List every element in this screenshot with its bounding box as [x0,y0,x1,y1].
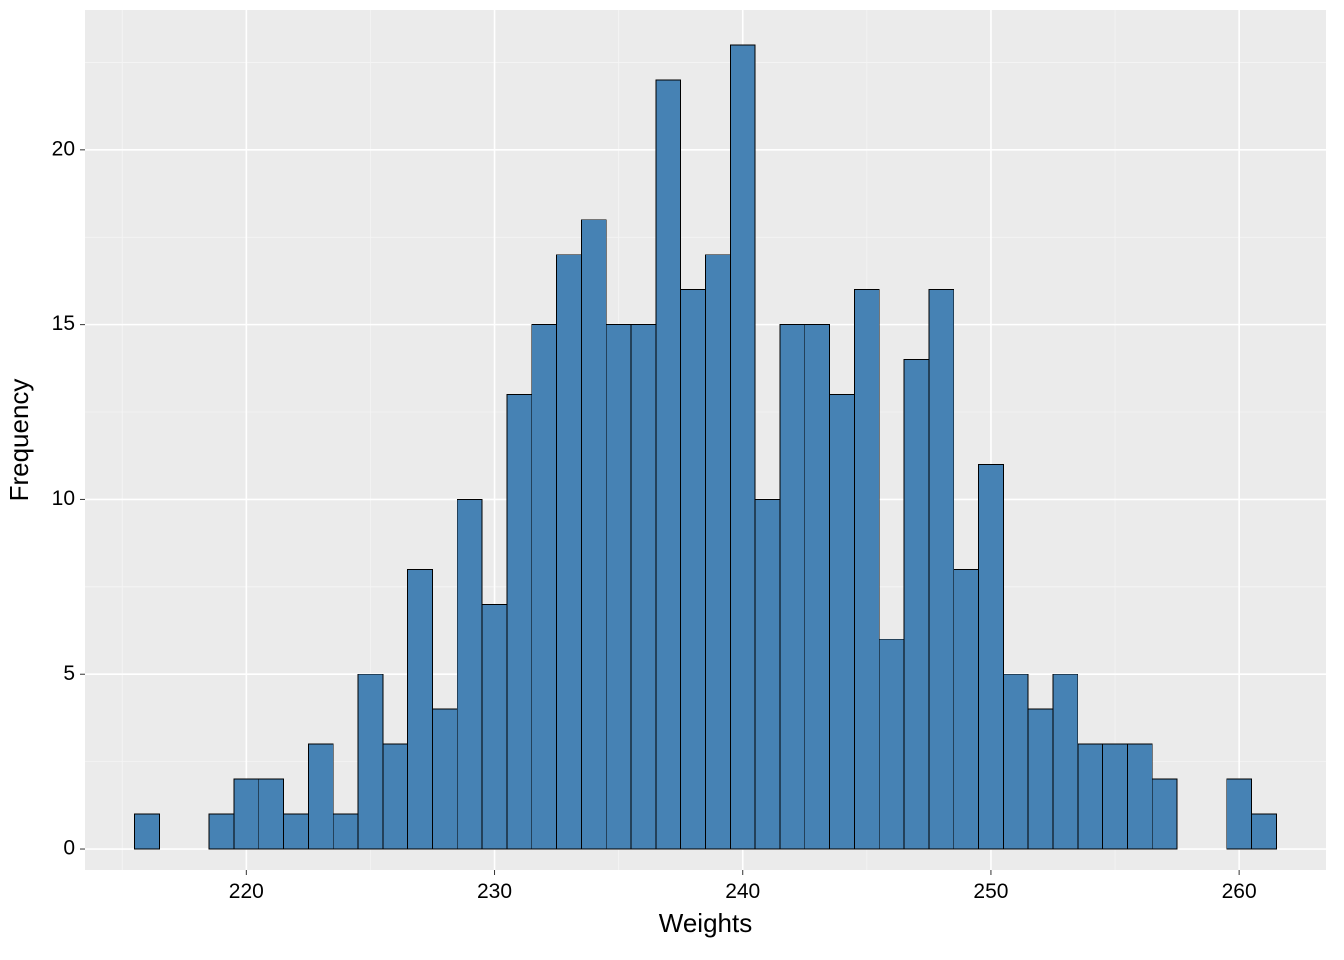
histogram-bar [284,814,309,849]
histogram-bar [1227,779,1252,849]
histogram-bar [830,395,855,849]
histogram-bar [730,45,755,849]
histogram-bar [631,325,656,849]
histogram-bar [954,569,979,849]
histogram-bar [557,255,582,849]
histogram-bar [1003,674,1028,849]
histogram-bar [432,709,457,849]
histogram-bar [1053,674,1078,849]
histogram-bar [457,499,482,849]
y-axis-title: Frequency [4,379,34,502]
histogram-bar [681,290,706,849]
histogram-bar [333,814,358,849]
histogram-bar [656,80,681,849]
histogram-bar [879,639,904,849]
histogram-bar [1152,779,1177,849]
x-tick-label: 260 [1222,880,1257,903]
histogram-bar [209,814,234,849]
histogram-bar [929,290,954,849]
histogram-bar [135,814,160,849]
x-tick-label: 230 [477,880,512,903]
histogram-bar [1078,744,1103,849]
histogram-bar [1103,744,1128,849]
histogram-bar [1127,744,1152,849]
x-tick-label: 250 [973,880,1008,903]
histogram-bar [755,499,780,849]
histogram-bar [482,604,507,849]
y-tick-label: 10 [52,487,75,510]
histogram-bar [259,779,284,849]
histogram-bar [308,744,333,849]
y-tick-label: 5 [63,662,75,685]
x-axis-title: Weights [659,908,752,938]
histogram-bar [408,569,433,849]
chart-svg: 0 5 10 15 20 220 230 240 250 260 Weights Frequency [0,0,1344,960]
y-tick-label: 0 [63,837,75,860]
histogram-bar [358,674,383,849]
histogram-bar [507,395,532,849]
histogram-bar [904,360,929,849]
y-axis: 0 5 10 15 20 [52,137,85,859]
histogram-bar [1028,709,1053,849]
histogram-bar [805,325,830,849]
x-axis: 220 230 240 250 260 [229,870,1257,903]
histogram-bar [581,220,606,849]
histogram-bar [606,325,631,849]
histogram-bar [1252,814,1277,849]
histogram-bar [234,779,259,849]
histogram-chart: 0 5 10 15 20 220 230 240 250 260 Weights Frequency [0,0,1344,960]
histogram-bar [979,464,1004,849]
histogram-bar [706,255,731,849]
y-tick-label: 15 [52,312,75,335]
histogram-bar [780,325,805,849]
histogram-bar [532,325,557,849]
x-tick-label: 220 [229,880,264,903]
x-tick-label: 240 [725,880,760,903]
y-tick-label: 20 [52,137,75,160]
histogram-bar [854,290,879,849]
histogram-bar [383,744,408,849]
